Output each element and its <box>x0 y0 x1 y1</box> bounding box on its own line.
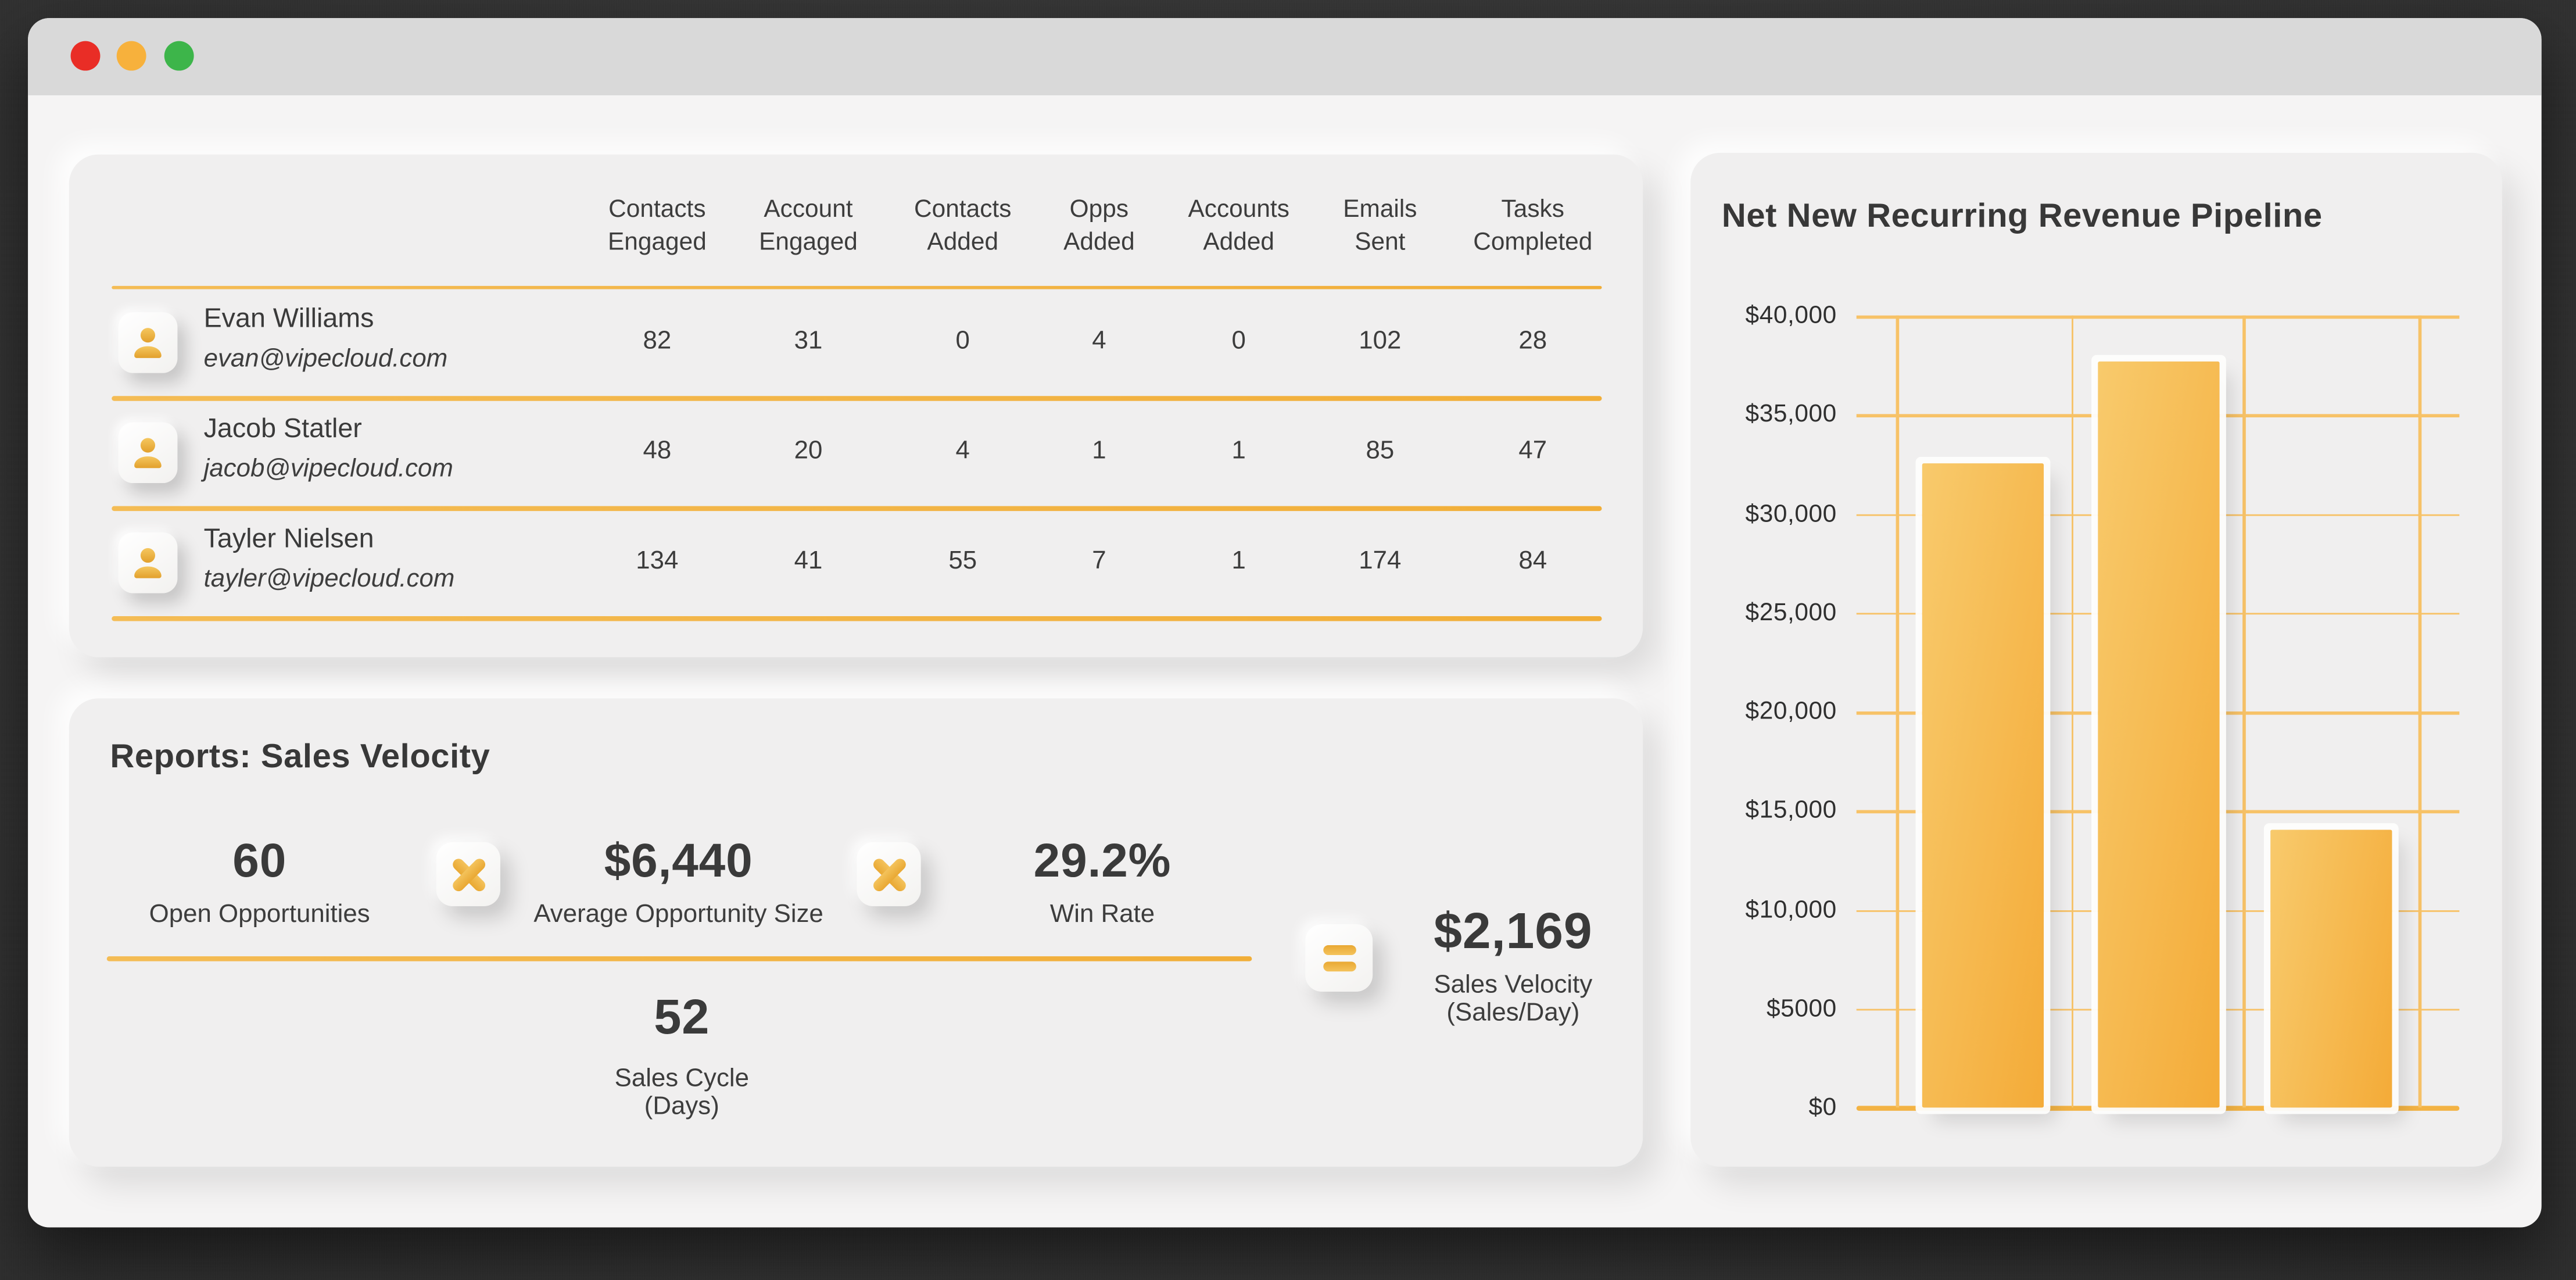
revenue-bar-2 <box>2098 361 2220 1108</box>
table-cell-value: 0 <box>955 327 970 355</box>
user-email: tayler@vipecloud.com <box>203 565 455 593</box>
y-axis-tick-label: $30,000 <box>1745 499 1837 528</box>
column-header: Contacts Engaged <box>607 195 707 256</box>
user-avatar <box>118 312 178 373</box>
user-email: evan@vipecloud.com <box>203 345 448 373</box>
sales-velocity-card: Reports: Sales Velocity 60 Open Opportuni… <box>69 698 1643 1167</box>
table-row: Jacob Statler jacob@vipecloud.com 48 20 4 1 1 8… <box>69 396 1643 506</box>
app-window: Contacts Engaged Account Engaged Contacts Add… <box>28 18 2542 1228</box>
table-cell-value: 4 <box>955 437 970 465</box>
column-header: Account Engaged <box>759 195 858 256</box>
table-cell-value: 174 <box>1359 547 1402 575</box>
table-cell-value: 1 <box>1092 437 1106 465</box>
multiply-glyph <box>857 842 920 906</box>
table-cell-value: 55 <box>948 547 977 575</box>
table-cell-value: 4 <box>1092 327 1106 355</box>
table-cell-value: 28 <box>1518 327 1547 355</box>
x-axis-baseline <box>1855 1106 2460 1111</box>
minimize-window-button[interactable] <box>116 41 146 71</box>
sales-cycle-value: 52 <box>654 991 710 1045</box>
column-header: Opps Added <box>1063 195 1135 256</box>
column-header: Accounts Added <box>1188 195 1289 256</box>
user-avatar <box>118 532 178 593</box>
person-icon <box>134 437 162 467</box>
sales-velocity-result-value: $2,169 <box>1434 902 1593 960</box>
equals-icon <box>1305 924 1373 992</box>
metric-value: 29.2% <box>1033 835 1171 888</box>
table-cell-value: 0 <box>1231 327 1246 355</box>
user-name: Evan Williams <box>203 303 374 334</box>
table-cell-value: 102 <box>1359 327 1402 355</box>
table-cell-value: 85 <box>1366 437 1395 465</box>
person-icon <box>134 547 162 578</box>
table-cell-value: 31 <box>794 327 823 355</box>
table-cell-value: 47 <box>1518 437 1547 465</box>
multiply-glyph <box>436 842 500 906</box>
y-axis-tick-label: $0 <box>1808 1093 1837 1122</box>
table-cell-value: 7 <box>1092 547 1106 575</box>
table-cell-value: 20 <box>794 437 823 465</box>
multiply-icon <box>436 842 500 906</box>
zoom-window-button[interactable] <box>164 41 194 71</box>
table-cell-value: 1 <box>1231 547 1246 575</box>
fraction-divider <box>106 956 1252 961</box>
metric-label: Win Rate <box>1049 900 1155 929</box>
user-avatar <box>118 422 178 484</box>
window-titlebar <box>28 18 2542 95</box>
gridline-vertical <box>2070 315 2074 1108</box>
close-window-button[interactable] <box>70 41 101 71</box>
y-axis-tick-label: $10,000 <box>1745 895 1837 924</box>
y-axis-tick-label: $15,000 <box>1745 796 1837 825</box>
column-header: Contacts Added <box>914 195 1012 256</box>
y-axis-tick-label: $25,000 <box>1745 598 1837 627</box>
gridline-horizontal <box>1855 315 2460 319</box>
sales-cycle-label-line1: Sales Cycle <box>614 1064 749 1093</box>
gridline-vertical <box>1896 315 1899 1108</box>
team-activity-card: Contacts Engaged Account Engaged Contacts Add… <box>69 154 1643 657</box>
table-row: Evan Williams evan@vipecloud.com 82 31 0 4 0 10… <box>69 286 1643 396</box>
multiply-icon <box>857 842 921 906</box>
row-divider <box>112 616 1602 621</box>
column-header: Emails Sent <box>1343 195 1417 256</box>
metric-value: 60 <box>232 835 287 888</box>
gridline-vertical <box>2242 315 2245 1108</box>
table-cell-value: 1 <box>1231 437 1246 465</box>
table-cell-value: 82 <box>643 327 672 355</box>
gridline-vertical <box>2418 315 2421 1108</box>
table-row: Tayler Nielsen tayler@vipecloud.com 134 41 5… <box>69 506 1643 616</box>
row-divider <box>112 506 1602 511</box>
chart-title: Net New Recurring Revenue Pipeline <box>1721 197 2323 235</box>
person-icon <box>134 327 162 357</box>
sales-velocity-title: Reports: Sales Velocity <box>110 738 490 776</box>
y-axis-tick-label: $5000 <box>1767 994 1837 1022</box>
sales-velocity-result-label-line1: Sales Velocity <box>1434 971 1593 999</box>
revenue-pipeline-card: Net New Recurring Revenue Pipeline $40,0… <box>1690 152 2502 1167</box>
table-cell-value: 84 <box>1518 547 1547 575</box>
table-cell-value: 48 <box>643 437 672 465</box>
sales-cycle-label-line2: (Days) <box>644 1092 719 1121</box>
table-cell-value: 134 <box>636 547 679 575</box>
metric-label: Open Opportunities <box>149 900 370 929</box>
sales-velocity-result-label-line2: (Sales/Day) <box>1446 999 1580 1027</box>
user-email: jacob@vipecloud.com <box>203 455 453 484</box>
row-divider <box>112 285 1602 290</box>
y-axis-tick-label: $40,000 <box>1745 301 1837 330</box>
user-name: Jacob Statler <box>203 414 362 444</box>
user-name: Tayler Nielsen <box>203 524 374 554</box>
column-header: Tasks Completed <box>1473 195 1593 256</box>
y-axis-tick-label: $35,000 <box>1745 401 1837 429</box>
table-cell-value: 41 <box>794 547 823 575</box>
row-divider <box>112 396 1602 401</box>
metric-label: Average Opportunity Size <box>533 900 823 929</box>
revenue-bar-3 <box>2270 830 2392 1108</box>
metric-value: $6,440 <box>604 835 753 888</box>
revenue-bar-1 <box>1922 464 2044 1108</box>
y-axis-tick-label: $20,000 <box>1745 697 1837 725</box>
